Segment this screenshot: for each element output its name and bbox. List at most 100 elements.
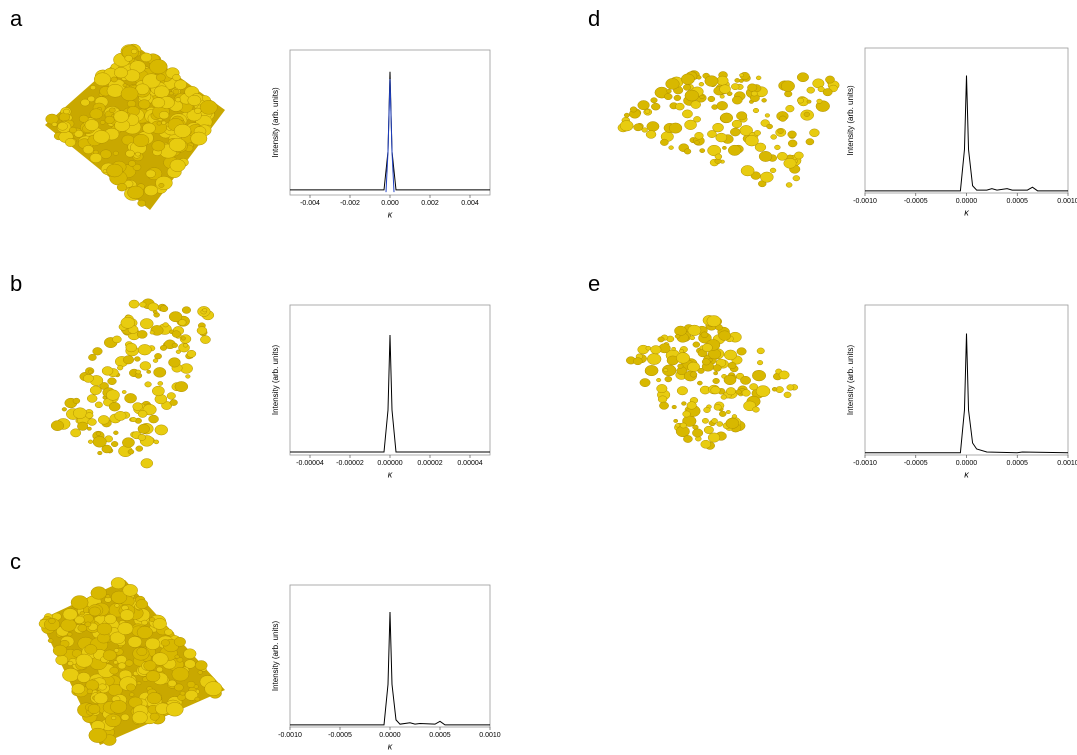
- render-blob: [73, 398, 80, 404]
- render-blob: [117, 183, 127, 191]
- render-blob: [713, 378, 720, 383]
- render-blob: [672, 347, 676, 350]
- render-blob: [713, 123, 724, 132]
- render-blob: [642, 128, 648, 133]
- render-blob: [714, 372, 718, 375]
- render-blob: [128, 160, 135, 166]
- render-blob: [726, 418, 739, 429]
- render-blob: [647, 121, 659, 131]
- render-blob: [651, 98, 658, 103]
- render-blob: [695, 132, 704, 139]
- render-blob: [100, 120, 105, 124]
- x-axis-label: κ: [388, 469, 393, 479]
- render-blob: [817, 99, 822, 103]
- render-blob: [754, 130, 761, 135]
- render-blob: [194, 108, 201, 114]
- render-blob: [51, 421, 64, 431]
- render-blob: [658, 396, 667, 403]
- render-blob: [770, 168, 776, 173]
- render-blob: [167, 393, 176, 400]
- x-tick-label: -0.002: [340, 200, 360, 207]
- series-line: [290, 612, 490, 725]
- render-blob: [683, 84, 691, 90]
- render-blob: [126, 343, 137, 352]
- render-blob: [97, 623, 112, 635]
- render-blob: [719, 331, 731, 341]
- isosurface-render: [618, 71, 839, 188]
- render-blob: [110, 700, 126, 713]
- x-tick-label: -0.0010: [853, 198, 877, 205]
- render-blob: [720, 113, 732, 123]
- render-blob: [169, 138, 186, 151]
- render-blob: [638, 101, 650, 110]
- render-blob: [720, 95, 724, 99]
- render-blob: [182, 307, 191, 314]
- render-blob: [786, 105, 794, 112]
- render-blob: [132, 711, 147, 723]
- render-blob: [138, 100, 150, 109]
- render-blob: [195, 661, 207, 671]
- render-blob: [72, 684, 85, 694]
- render-blob: [173, 74, 181, 80]
- render-blob: [645, 365, 658, 375]
- render-blob: [140, 302, 147, 307]
- render-blob: [144, 661, 157, 671]
- render-blob: [150, 331, 154, 334]
- render-blob: [175, 655, 180, 659]
- x-tick-label: 0.0000: [956, 198, 978, 205]
- render-blob: [784, 158, 797, 168]
- render-blob: [128, 186, 144, 199]
- render-blob: [159, 183, 164, 187]
- render-blob: [153, 359, 158, 363]
- render-blob: [137, 626, 153, 638]
- render-blob: [63, 608, 78, 620]
- series-line: [865, 76, 1068, 191]
- render-blob: [88, 440, 93, 444]
- x-axis-label: κ: [964, 207, 969, 217]
- render-blob: [155, 176, 172, 190]
- render-blob: [656, 378, 661, 382]
- render-blob: [105, 116, 114, 124]
- render-blob: [71, 596, 88, 610]
- render-blob: [726, 410, 730, 413]
- render-blob: [634, 124, 643, 131]
- render-blob: [104, 614, 116, 624]
- render-blob: [136, 599, 148, 608]
- render-blob: [700, 95, 705, 99]
- y-axis-label: Intensity (arb. units): [271, 345, 280, 416]
- render-blob: [682, 110, 692, 118]
- render-blob: [117, 365, 123, 370]
- render-blob: [806, 139, 814, 145]
- render-blob: [71, 429, 81, 437]
- render-blob: [154, 86, 169, 98]
- render-blob: [142, 620, 148, 625]
- render-blob: [154, 440, 159, 444]
- render-blob: [114, 661, 118, 664]
- render-blob: [129, 300, 139, 308]
- render-blob: [180, 691, 185, 695]
- render-blob: [141, 459, 153, 469]
- render-blob: [108, 378, 117, 385]
- render-blob: [732, 120, 742, 128]
- render-blob: [164, 629, 172, 635]
- render-blob: [77, 422, 88, 430]
- render-blob: [62, 407, 67, 411]
- render-blob: [128, 636, 142, 647]
- render-blob: [123, 356, 134, 364]
- render-blob: [702, 359, 710, 366]
- render-blob: [138, 434, 146, 440]
- render-blob: [762, 98, 767, 102]
- render-blob: [122, 390, 126, 393]
- render-blob: [692, 429, 702, 437]
- render-blob: [110, 667, 119, 674]
- render-blob: [690, 372, 697, 378]
- render-blob: [56, 655, 68, 665]
- render-blob: [90, 109, 103, 119]
- render-blob: [141, 53, 152, 62]
- figure: a-0.004-0.0020.0000.0020.004κIntensity (…: [0, 0, 1077, 755]
- render-blob: [646, 131, 656, 139]
- render-blob: [88, 704, 100, 714]
- render-blob: [102, 367, 113, 376]
- panel-label: d: [588, 6, 600, 31]
- x-tick-label: 0.0005: [429, 732, 451, 739]
